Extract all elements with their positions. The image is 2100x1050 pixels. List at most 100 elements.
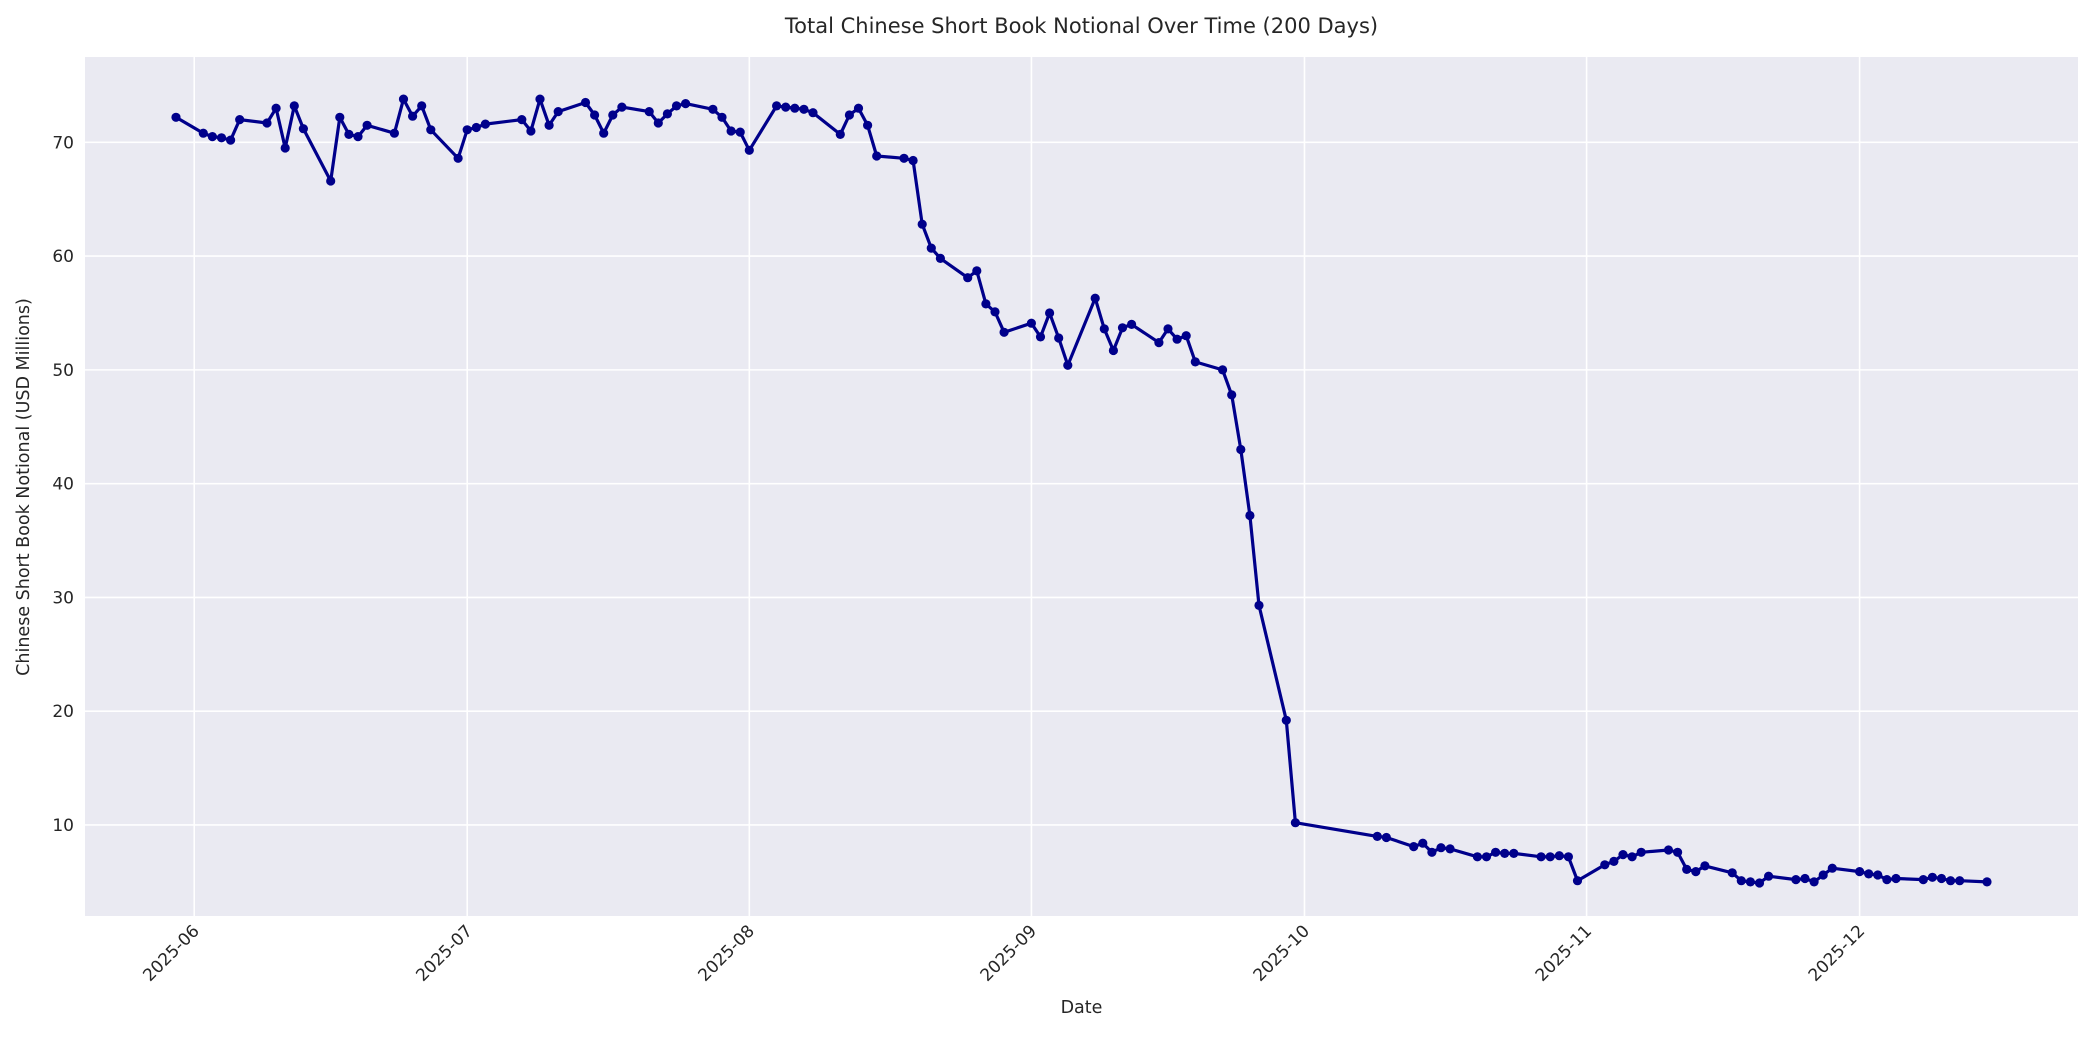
data-point-marker bbox=[362, 120, 372, 130]
data-point-marker bbox=[1090, 293, 1100, 303]
data-point-marker bbox=[1536, 852, 1546, 862]
data-point-marker bbox=[735, 127, 745, 137]
data-point-marker bbox=[835, 129, 845, 139]
data-point-marker bbox=[1800, 873, 1810, 884]
data-point-marker bbox=[799, 104, 809, 114]
data-point-marker bbox=[926, 243, 936, 253]
data-point-marker bbox=[408, 111, 418, 121]
data-point-marker bbox=[644, 107, 654, 117]
data-point-marker bbox=[1236, 444, 1246, 455]
y-axis-label: Chinese Short Book Notional (USD Million… bbox=[14, 298, 34, 676]
data-point-marker bbox=[863, 120, 873, 130]
data-point-marker bbox=[326, 176, 336, 186]
data-point-marker bbox=[981, 299, 991, 309]
data-point-marker bbox=[1108, 345, 1118, 356]
data-point-marker bbox=[298, 124, 308, 134]
x-tick-label: 2025-08 bbox=[695, 921, 759, 985]
data-point-marker bbox=[899, 153, 909, 163]
data-point-marker bbox=[1154, 338, 1164, 348]
data-point-marker bbox=[553, 107, 563, 117]
data-point-marker bbox=[1736, 876, 1746, 886]
data-point-marker bbox=[1491, 847, 1501, 857]
data-point-marker bbox=[1982, 877, 1992, 887]
data-point-marker bbox=[1481, 852, 1492, 862]
data-point-marker bbox=[1418, 838, 1428, 848]
data-point-marker bbox=[999, 327, 1009, 337]
data-point-marker bbox=[972, 266, 982, 276]
data-point-marker bbox=[1381, 832, 1391, 843]
data-point-marker bbox=[198, 128, 208, 138]
data-point-marker bbox=[1627, 852, 1637, 862]
data-point-marker bbox=[872, 151, 882, 161]
data-point-marker bbox=[535, 94, 545, 104]
data-point-marker bbox=[1290, 818, 1300, 828]
data-point-marker bbox=[744, 145, 754, 155]
data-point-marker bbox=[608, 110, 618, 120]
y-tick-label: 20 bbox=[52, 702, 74, 722]
data-point-marker bbox=[1764, 871, 1774, 881]
data-point-marker bbox=[1927, 872, 1937, 882]
data-point-marker bbox=[1227, 390, 1237, 400]
data-point-marker bbox=[1409, 842, 1419, 852]
data-point-marker bbox=[353, 132, 363, 142]
data-point-marker bbox=[1609, 856, 1619, 867]
data-point-marker bbox=[1572, 876, 1583, 886]
data-point-marker bbox=[389, 128, 399, 138]
data-point-marker bbox=[580, 97, 591, 108]
data-point-marker bbox=[1372, 831, 1382, 842]
data-point-marker bbox=[1181, 331, 1191, 341]
data-point-marker bbox=[662, 109, 673, 119]
data-point-marker bbox=[1472, 852, 1482, 862]
data-point-marker bbox=[1673, 847, 1683, 857]
data-point-marker bbox=[216, 133, 227, 143]
data-point-marker bbox=[417, 101, 427, 111]
data-point-marker bbox=[262, 118, 272, 128]
data-point-marker bbox=[908, 155, 918, 166]
data-point-marker bbox=[1563, 852, 1573, 862]
data-point-marker bbox=[1218, 365, 1228, 375]
data-point-marker bbox=[235, 115, 245, 125]
data-point-marker bbox=[1663, 845, 1674, 855]
data-point-marker bbox=[1436, 843, 1446, 853]
data-point-marker bbox=[1873, 870, 1883, 880]
data-point-marker bbox=[853, 103, 864, 113]
y-tick-label: 70 bbox=[52, 133, 74, 153]
x-tick-label: 2025-06 bbox=[139, 921, 203, 985]
data-point-marker bbox=[1445, 844, 1455, 854]
data-point-marker bbox=[717, 112, 727, 122]
x-tick-label: 2025-09 bbox=[977, 921, 1041, 985]
data-point-marker bbox=[480, 119, 490, 129]
data-point-marker bbox=[171, 112, 181, 122]
data-point-marker bbox=[1882, 875, 1892, 885]
data-point-marker bbox=[1099, 324, 1109, 334]
data-point-marker bbox=[708, 104, 718, 114]
data-point-marker bbox=[471, 122, 481, 133]
data-point-marker bbox=[808, 108, 818, 118]
data-point-marker bbox=[1063, 360, 1073, 370]
data-point-marker bbox=[935, 253, 946, 263]
data-point-marker bbox=[544, 120, 554, 130]
data-point-marker bbox=[590, 110, 600, 120]
data-point-marker bbox=[1545, 852, 1555, 862]
data-point-marker bbox=[1791, 875, 1801, 885]
data-point-marker bbox=[1855, 867, 1865, 877]
data-point-marker bbox=[1054, 333, 1064, 343]
data-point-marker bbox=[280, 143, 290, 153]
data-point-marker bbox=[1918, 875, 1928, 885]
data-point-marker bbox=[1427, 847, 1437, 857]
data-point-marker bbox=[1745, 877, 1755, 887]
data-point-marker bbox=[1117, 323, 1128, 333]
y-tick-label: 30 bbox=[52, 588, 74, 608]
y-tick-label: 60 bbox=[52, 247, 74, 267]
data-point-marker bbox=[1691, 867, 1701, 877]
data-point-marker bbox=[1045, 308, 1055, 318]
data-point-marker bbox=[1754, 878, 1765, 888]
y-tick-label: 50 bbox=[52, 361, 74, 381]
data-point-marker bbox=[1955, 876, 1965, 886]
data-point-marker bbox=[1281, 715, 1291, 725]
data-point-marker bbox=[335, 112, 345, 122]
x-tick-label: 2025-07 bbox=[412, 921, 476, 985]
data-point-marker bbox=[990, 307, 1000, 317]
data-point-marker bbox=[1035, 332, 1046, 342]
